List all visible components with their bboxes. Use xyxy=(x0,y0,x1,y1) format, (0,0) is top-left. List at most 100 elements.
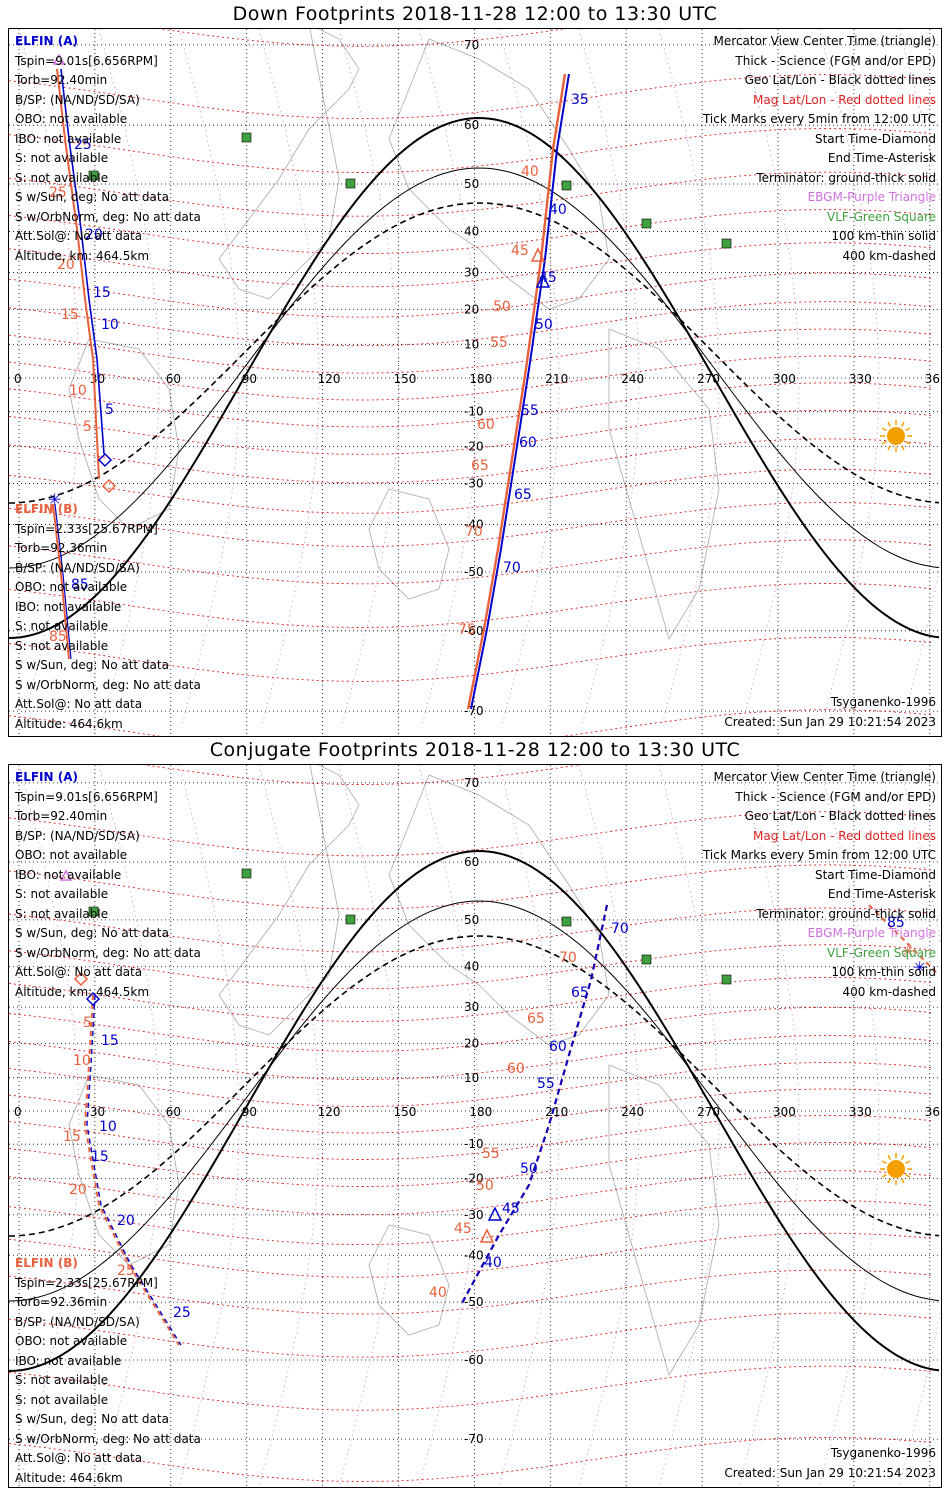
mag-latitude-line xyxy=(9,272,934,318)
sat-b-center-triangle xyxy=(530,247,546,262)
lat-tick-label: 40 xyxy=(464,960,479,974)
vlf-station-square xyxy=(345,914,356,925)
legend-item: Geo Lat/Lon - Black dotted lines xyxy=(744,73,936,87)
sat-a-west-label: 25 xyxy=(74,137,92,153)
sat-b-line: Torb=92.36min xyxy=(15,541,108,555)
mag-latitude-line xyxy=(9,976,934,1022)
sat-b-time-label: 65 xyxy=(527,1011,545,1027)
vlf-station-square xyxy=(241,132,252,143)
lat-tick-label: 60 xyxy=(464,118,479,132)
sat-b-time-label: 50 xyxy=(476,1178,494,1194)
legend-item: Mercator View Center Time (triangle) xyxy=(713,34,936,48)
sun-ray xyxy=(900,1154,905,1160)
sun-ray xyxy=(881,1173,887,1178)
lat-tick-label: 10 xyxy=(464,337,479,351)
mag-latitude-line xyxy=(9,128,934,173)
sat-a-time-label: 40 xyxy=(549,202,567,218)
lat-tick-label: 70 xyxy=(464,776,479,790)
sat-b-west-label: 5 xyxy=(83,419,92,435)
sat-a-line: Torb=92.40min xyxy=(15,73,108,87)
vlf-station-square xyxy=(88,170,99,181)
created-timestamp: Created: Sun Jan 29 10:21:54 2023 xyxy=(724,714,936,729)
landmass-outline xyxy=(68,338,180,530)
mag-latitude-line xyxy=(9,1200,934,1246)
sat-b-info: ELFIN (B) Tspin=2.33s[25.67RPM] Torb=92.… xyxy=(15,1254,201,1487)
lat-tick-label: 20 xyxy=(464,1037,479,1051)
legend-item: Tick Marks every 5min from 12:00 UTC xyxy=(702,848,936,862)
legend-item: Terminator: ground-thick solid xyxy=(756,170,936,185)
legend-item: Mag Lat/Lon - Red dotted lines xyxy=(752,828,936,843)
sat-a-time-label: 55 xyxy=(521,403,539,419)
mag-latitude-line xyxy=(9,1232,934,1278)
sat-a-time-label: 70 xyxy=(503,560,521,576)
sat-b-line: OBO: not available xyxy=(15,1334,128,1348)
footer-right: Tsyganenko-1996 Created: Sun Jan 29 10:2… xyxy=(724,1444,936,1483)
vlf-station-square xyxy=(345,178,356,189)
sat-b-line: S w/OrbNorm, deg: No att data xyxy=(15,1431,201,1446)
sat-b-time-label: 45 xyxy=(511,243,529,259)
lon-tick-label: 0 xyxy=(14,1105,22,1119)
sat-a-time-label: 45 xyxy=(539,270,557,286)
sun-ray xyxy=(900,445,905,451)
sun-ray xyxy=(887,445,892,451)
mag-latitude-line xyxy=(9,1142,934,1187)
panel-title-conjugate: Conjugate Footprints 2018-11-28 12:00 to… xyxy=(209,739,741,761)
legend-item: Start Time-Diamond xyxy=(814,131,936,146)
lon-tick-label: 180 xyxy=(469,372,492,386)
sat-a-line: OBO: not available xyxy=(15,112,128,126)
sat-a-time-label: 65 xyxy=(514,487,532,503)
terminator-400km xyxy=(9,202,940,504)
vlf-station-square xyxy=(561,916,572,927)
mag-latitude-line xyxy=(9,209,934,254)
legend-item: End Time-Asterisk xyxy=(827,887,936,901)
lon-tick-label: 360 xyxy=(925,1105,941,1119)
sat-a-center-triangle xyxy=(487,1206,503,1221)
lat-tick-label: -60 xyxy=(464,624,484,638)
sat-b-west-label: 20 xyxy=(69,1182,87,1198)
sun-ray xyxy=(905,440,911,445)
sun-ray xyxy=(881,1160,887,1165)
legend-item: End Time-Asterisk xyxy=(827,151,936,165)
sat-b-time-label: 40 xyxy=(521,164,539,180)
sat-a-lower-label: 85 xyxy=(71,577,89,593)
mag-latitude-line xyxy=(9,355,934,401)
sat-a-name: ELFIN (A) xyxy=(15,770,78,784)
sun-ray xyxy=(881,427,887,432)
legend-item: Mercator View Center Time (triangle) xyxy=(713,770,936,784)
conjugate-footprints-panel: 0306090120150180210240270300330360706050… xyxy=(8,764,942,1488)
sat-a-line: B/SP: (NA/ND/SD/SA) xyxy=(15,828,140,843)
lat-tick-label: 60 xyxy=(464,855,479,869)
lat-tick-label: -30 xyxy=(464,476,484,490)
sat-b-name: ELFIN (B) xyxy=(15,502,78,516)
landmass-outline xyxy=(388,774,610,1046)
sat-a-time-label: 35 xyxy=(571,92,589,108)
legend-item: Tick Marks every 5min from 12:00 UTC xyxy=(702,112,936,126)
legend-item: 100 km-thin solid xyxy=(831,229,936,243)
lat-tick-label: -70 xyxy=(464,1432,484,1446)
sat-a-west-label: 25 xyxy=(173,1305,191,1321)
sat-a-line: Altitude, km: 464.5km xyxy=(15,248,150,263)
sat-b-line: Att.Sol@: No att data xyxy=(15,697,143,711)
sat-b-lower-label: 85 xyxy=(49,629,67,645)
mag-latitude-line xyxy=(9,501,934,547)
sat-b-time-label: 65 xyxy=(471,458,489,474)
sun-ray xyxy=(905,1173,911,1178)
sat-b-time-label: 50 xyxy=(493,299,511,315)
mag-latitude-line xyxy=(9,539,934,585)
mag-longitude-line xyxy=(338,29,400,726)
mag-latitude-line xyxy=(9,864,934,910)
lon-tick-label: 330 xyxy=(849,372,872,386)
landmass-outline xyxy=(218,29,360,300)
sat-a-line: S: not available xyxy=(15,906,109,921)
lat-tick-label: 70 xyxy=(464,38,479,52)
terminator-100km xyxy=(9,900,940,1302)
legend-item: EBGM-Purple Triangle xyxy=(807,190,936,204)
sat-a-time-label: 55 xyxy=(537,1076,555,1092)
lat-tick-label: -60 xyxy=(464,1353,484,1367)
sun-icon xyxy=(887,1160,905,1178)
sat-b-time-label: 55 xyxy=(482,1146,500,1162)
sat-b-west-label: 10 xyxy=(73,1053,91,1069)
lat-tick-label: 50 xyxy=(464,177,479,191)
lat-tick-label: -50 xyxy=(464,565,484,579)
mag-latitude-line xyxy=(9,171,934,217)
